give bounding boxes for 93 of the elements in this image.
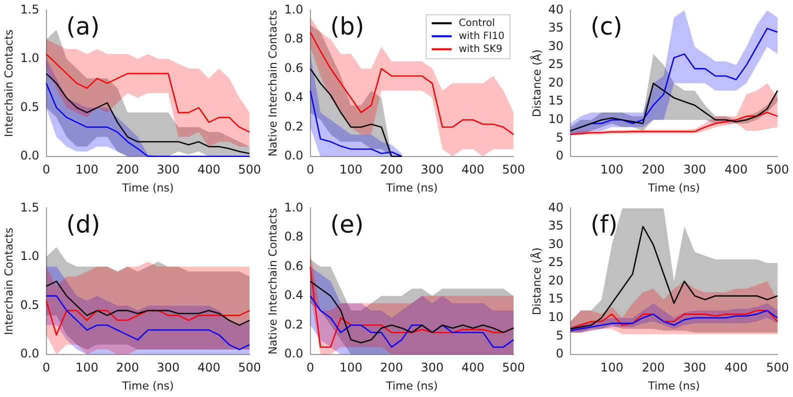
y-tick-label: 0.8 bbox=[284, 230, 304, 244]
annotation: (d) bbox=[66, 210, 100, 238]
y-tick-label: 40 bbox=[548, 200, 564, 214]
legend-label: with FI10 bbox=[458, 30, 505, 42]
x-tick-label: 0 bbox=[42, 162, 50, 177]
x-tick-label: 400 bbox=[724, 360, 748, 375]
annotation: (c) bbox=[590, 12, 622, 40]
x-tick-label: 300 bbox=[683, 162, 706, 177]
x-axis-title: Time (ns) bbox=[647, 181, 700, 194]
x-tick-label: 400 bbox=[197, 162, 220, 177]
y-axis-title: Distance (Å) bbox=[529, 49, 544, 118]
x-tick-label: 100 bbox=[339, 360, 362, 375]
y-tick-label: 30 bbox=[548, 236, 564, 251]
x-tick-label: 100 bbox=[75, 360, 98, 375]
y-tick-label: 25 bbox=[548, 255, 564, 270]
x-tick-label: 0 bbox=[42, 360, 50, 375]
y-tick-label: 0.4 bbox=[284, 288, 304, 302]
x-tick-label: 0 bbox=[306, 360, 314, 375]
y-tick-label: 40 bbox=[548, 2, 564, 16]
x-tick-label: 100 bbox=[600, 360, 624, 375]
x-axis-title: Time (ns) bbox=[647, 379, 700, 392]
y-tick-label: 1.5 bbox=[20, 200, 40, 214]
x-tick-label: 200 bbox=[116, 162, 140, 177]
y-tick-label: 20 bbox=[548, 75, 564, 90]
legend-label: with SK9 bbox=[458, 44, 502, 55]
x-tick-label: 200 bbox=[380, 360, 404, 375]
y-tick-label: 1.0 bbox=[284, 2, 304, 16]
y-tick-label: 20 bbox=[548, 273, 564, 288]
annotation: (e) bbox=[330, 210, 364, 238]
y-tick-label: 15 bbox=[548, 94, 564, 108]
y-tick-label: 0.0 bbox=[284, 346, 304, 361]
x-tick-label: 300 bbox=[420, 162, 444, 177]
x-tick-label: 400 bbox=[724, 162, 748, 177]
y-tick-label: 5 bbox=[556, 328, 564, 342]
y-tick-label: 0.5 bbox=[20, 298, 40, 312]
x-axis-title: Time (ns) bbox=[385, 379, 438, 392]
x-tick-label: 100 bbox=[600, 162, 624, 177]
annotation: (f) bbox=[590, 210, 618, 238]
y-tick-label: 5 bbox=[556, 130, 564, 144]
y-axis-title: Interchain Contacts bbox=[2, 227, 16, 335]
y-tick-label: 1.0 bbox=[284, 200, 304, 214]
y-tick-label: 0 bbox=[556, 346, 564, 361]
y-tick-label: 35 bbox=[548, 20, 564, 35]
y-tick-label: 1.0 bbox=[20, 249, 40, 264]
x-tick-label: 300 bbox=[420, 360, 444, 375]
y-tick-label: 0.6 bbox=[284, 258, 304, 273]
x-tick-label: 500 bbox=[766, 360, 789, 375]
y-axis-title: Native Interchain Contacts bbox=[266, 208, 280, 355]
x-tick-label: 500 bbox=[502, 162, 525, 177]
y-tick-label: 0.0 bbox=[20, 148, 40, 163]
y-tick-label: 0.6 bbox=[284, 60, 304, 75]
annotation: (b) bbox=[330, 12, 364, 40]
y-tick-label: 0.2 bbox=[284, 317, 304, 332]
x-tick-label: 200 bbox=[642, 360, 665, 375]
x-axis-title: Time (ns) bbox=[385, 181, 438, 194]
x-tick-label: 200 bbox=[380, 162, 404, 177]
x-tick-label: 500 bbox=[766, 162, 789, 177]
x-tick-label: 400 bbox=[461, 360, 484, 375]
x-axis-title: Time (ns) bbox=[121, 379, 174, 392]
y-tick-label: 10 bbox=[548, 310, 564, 324]
x-tick-label: 300 bbox=[156, 162, 180, 177]
annotation: (a) bbox=[66, 12, 100, 40]
x-tick-label: 100 bbox=[339, 162, 362, 177]
y-tick-label: 15 bbox=[548, 292, 564, 306]
x-axis-title: Time (ns) bbox=[121, 181, 174, 194]
y-axis-title: Interchain Contacts bbox=[2, 29, 16, 137]
y-tick-label: 35 bbox=[548, 218, 564, 233]
y-tick-label: 0.5 bbox=[20, 100, 40, 114]
x-tick-label: 100 bbox=[75, 162, 98, 177]
x-tick-label: 500 bbox=[238, 360, 261, 375]
x-tick-label: 400 bbox=[197, 360, 220, 375]
x-tick-label: 300 bbox=[156, 360, 180, 375]
x-tick-label: 500 bbox=[238, 162, 261, 177]
legend-label: Control bbox=[458, 18, 495, 29]
y-tick-label: 0.0 bbox=[20, 346, 40, 361]
y-tick-label: 0.2 bbox=[284, 119, 304, 134]
y-tick-label: 0.0 bbox=[284, 148, 304, 163]
y-tick-label: 0 bbox=[556, 148, 564, 163]
y-tick-label: 1.5 bbox=[20, 2, 40, 16]
y-tick-label: 0.8 bbox=[284, 32, 304, 46]
x-tick-label: 200 bbox=[116, 360, 140, 375]
x-tick-label: 500 bbox=[502, 360, 525, 375]
y-tick-label: 1.0 bbox=[20, 51, 40, 66]
y-tick-label: 25 bbox=[548, 57, 564, 72]
y-tick-label: 30 bbox=[548, 38, 564, 53]
y-tick-label: 0.4 bbox=[284, 90, 304, 104]
x-tick-label: 300 bbox=[683, 360, 706, 375]
y-tick-label: 10 bbox=[548, 112, 564, 126]
y-axis-title: Distance (Å) bbox=[529, 247, 544, 316]
x-tick-label: 200 bbox=[642, 162, 665, 177]
y-axis-title: Native Interchain Contacts bbox=[266, 10, 280, 157]
x-tick-label: 400 bbox=[461, 162, 484, 177]
x-tick-label: 0 bbox=[306, 162, 314, 177]
